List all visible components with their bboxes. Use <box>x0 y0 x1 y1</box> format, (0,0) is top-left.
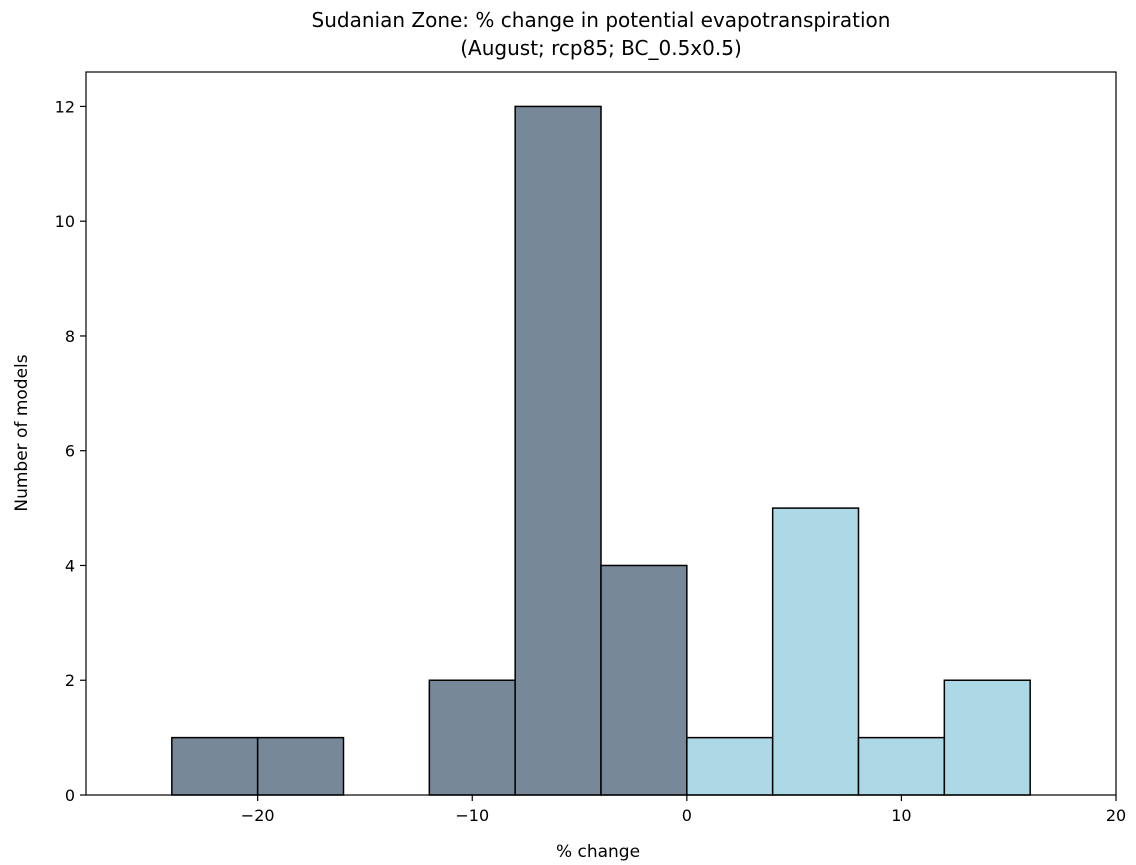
x-tick-label: 20 <box>1106 806 1126 825</box>
x-axis-label: % change <box>556 842 640 862</box>
histogram-bar <box>686 736 774 796</box>
x-tick-label: 10 <box>891 806 911 825</box>
plot-frame <box>85 71 1117 796</box>
x-tick-label: 0 <box>682 806 692 825</box>
chart-subtitle: (August; rcp85; BC_0.5x0.5) <box>460 36 742 60</box>
y-axis-label: Number of models <box>12 354 32 511</box>
y-tick-label: 2 <box>65 671 75 690</box>
histogram-bar <box>514 105 602 796</box>
histogram-bar <box>428 679 516 796</box>
y-tick-label: 6 <box>65 442 75 461</box>
x-axis-ticks: −20 −10 0 10 20 <box>241 795 1126 825</box>
y-tick-label: 8 <box>65 327 75 346</box>
x-tick-label: −20 <box>241 806 275 825</box>
y-tick-label: 12 <box>55 97 75 116</box>
y-tick-label: 0 <box>65 786 75 805</box>
histogram-bars <box>171 105 1031 796</box>
histogram-bar <box>256 736 345 796</box>
histogram-bar <box>600 564 688 796</box>
y-tick-label: 4 <box>65 556 75 575</box>
histogram-bar <box>857 736 946 796</box>
x-tick-label: −10 <box>455 806 489 825</box>
histogram-bar <box>171 736 259 796</box>
histogram-bar <box>943 679 1031 796</box>
y-axis-ticks: 0 2 4 6 8 10 12 <box>55 97 86 805</box>
histogram-bar <box>771 507 860 796</box>
y-tick-label: 10 <box>55 212 75 231</box>
chart-title: Sudanian Zone: % change in potential eva… <box>312 8 891 32</box>
